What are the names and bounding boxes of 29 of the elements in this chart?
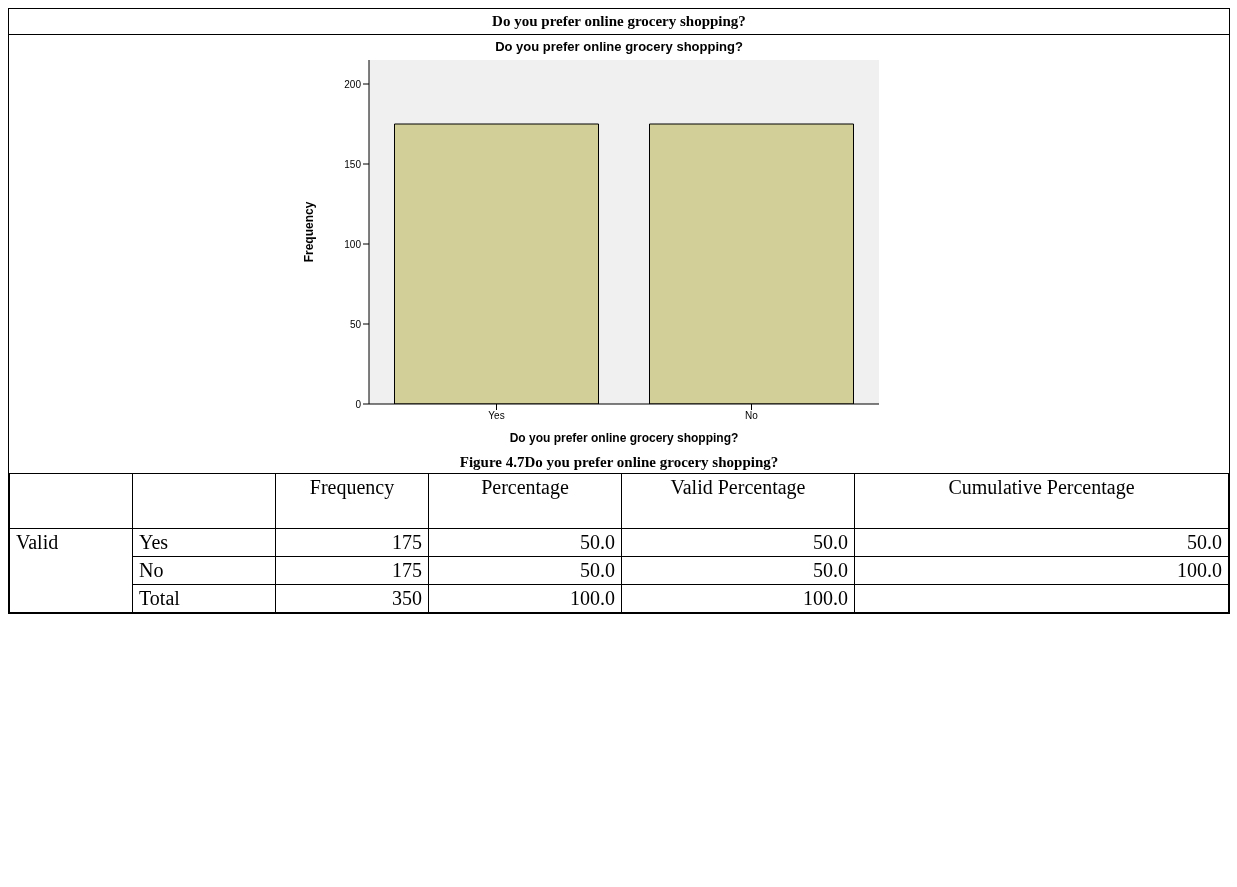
y-tick-label: 0: [355, 398, 362, 410]
text: Yes: [139, 531, 169, 553]
x-axis-title: Do you prefer online grocery shopping?: [509, 431, 739, 445]
text: 350: [392, 587, 422, 609]
text: No: [139, 559, 164, 581]
text: Total: [139, 587, 180, 609]
category-label: Valid Percentage: [621, 473, 855, 529]
text: 50.0: [1187, 531, 1222, 553]
text: 50.0: [580, 531, 615, 553]
chart-title: Do you prefer online grocery shopping?: [494, 39, 744, 54]
text: 175: [392, 559, 422, 581]
y-tick-label: 50: [349, 318, 362, 330]
y-tick-label: 150: [344, 158, 362, 170]
caption: Figure 4.7Do you prefer online grocery shopping?: [458, 454, 780, 472]
category-label: Frequency: [275, 473, 429, 529]
text: 50.0: [580, 559, 615, 581]
y-tick-label: 200: [344, 78, 362, 90]
text: Valid: [16, 531, 59, 553]
y-axis-title: Frequency: [302, 201, 317, 263]
text: Do you prefer online grocery shopping?: [9, 9, 1229, 35]
text: 50.0: [813, 559, 848, 581]
text: 100.0: [1177, 559, 1222, 581]
y-tick-label: 100: [344, 238, 362, 250]
category-label: Cumulative Percentage: [854, 473, 1229, 529]
text: 175: [392, 531, 422, 553]
text: 50.0: [813, 531, 848, 553]
text: 100.0: [803, 587, 848, 609]
category-label: Percentage: [428, 473, 622, 529]
text: 100.0: [570, 587, 615, 609]
